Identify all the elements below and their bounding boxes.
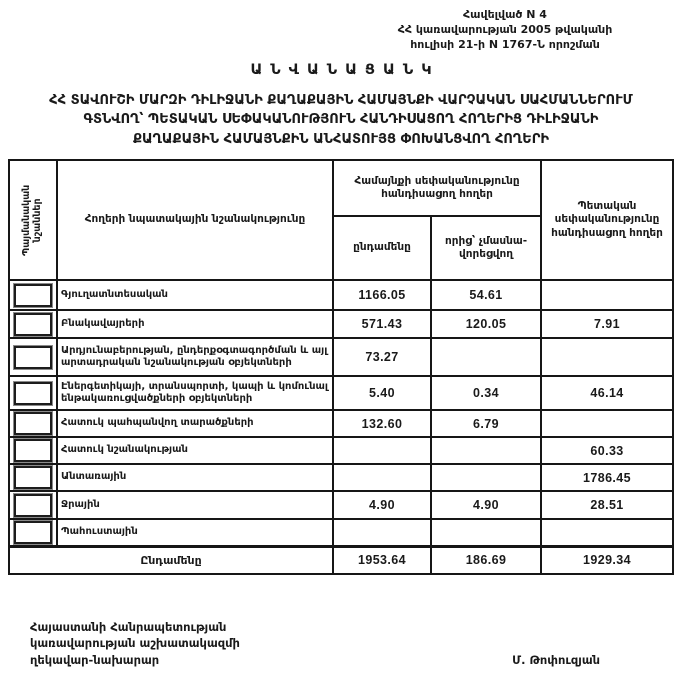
legend-symbol-cell <box>8 309 58 340</box>
land-purpose-label: Ջրային <box>56 490 334 521</box>
non-privatized-value: 120.05 <box>429 309 543 340</box>
signatory-title-line-3: ղեկավար-նախարար <box>30 652 160 667</box>
table-row: Հատուկ նշանակության 60.33 <box>8 436 675 466</box>
purpose-column-header: Հողերի նպատակային նշանակությունը <box>56 159 334 282</box>
heading-line-1: ՀՀ ՏԱՎՈՒՇԻ ՄԱՐԶԻ ԴԻԼԻՋԱՆԻ ՔԱՂԱՔԱՅԻՆ ՀԱՄԱ… <box>49 92 633 108</box>
land-purpose-label: Էներգետիկայի, տրանսպորտի, կապի և կոմունա… <box>56 375 334 412</box>
table-header-row-2: ընդամենը որից՝ չմասնա-վորեցվող <box>9 215 673 282</box>
signatory-title-line-1: Հայաստանի Հանրապետության <box>30 619 227 634</box>
community-total-value: 132.60 <box>332 409 432 439</box>
state-property-header: Պետական սեփականությունը հանդիսացող հողեր <box>540 159 675 282</box>
total-community-value: 1953.64 <box>332 545 432 575</box>
community-total-value: 1166.05 <box>332 279 432 312</box>
community-total-value <box>332 518 432 548</box>
table-row: Պահուստային <box>8 518 675 548</box>
legend-symbol-cell <box>8 337 58 378</box>
total-state-value: 1929.34 <box>540 545 675 575</box>
community-total-value <box>332 463 432 493</box>
page-title: ԱՆՎԱՆԱՑԱՆԿ <box>250 61 440 78</box>
community-total-value: 571.43 <box>332 309 432 340</box>
table-header-row-1: Պայմանական նշաններ Հողերի նպատակային նշա… <box>8 159 675 282</box>
land-purpose-label: Բնակավայրերի <box>56 309 334 340</box>
non-privatized-value <box>429 518 543 548</box>
signatory-title: Հայաստանի Հանրապետության կառավարության ա… <box>30 619 240 669</box>
symbols-column-label: Պայմանական նշաններ <box>21 184 44 256</box>
total-label: Ընդամենը <box>8 545 334 575</box>
state-property-value <box>540 279 675 312</box>
community-nonprivatized-subheader: որից՝ չմասնա-վորեցվող <box>429 215 543 282</box>
annex-line-2: ՀՀ կառավարության 2005 թվականի <box>397 22 613 36</box>
table-row: Արդյունաբերության, ընդերքօգտագործման և ա… <box>8 337 675 378</box>
state-property-value <box>540 409 675 439</box>
signatory-title-line-2: կառավարության աշխատակազմի <box>30 636 240 651</box>
table-row: Հատուկ պահպանվող տարածքների 132.60 6.79 <box>8 409 675 439</box>
state-property-value: 60.33 <box>540 436 675 466</box>
total-non-privatized-value: 186.69 <box>429 545 543 575</box>
non-privatized-value: 6.79 <box>429 409 543 439</box>
land-purpose-label: Հատուկ պահպանվող տարածքների <box>56 409 334 439</box>
heading-line-3: ՔԱՂԱՔԱՅԻՆ ՀԱՄԱՅՆՔԻՆ ԱՆՀԱՏՈՒՅՑ ՓՈԽԱՆՑՎՈՂ … <box>132 131 549 147</box>
signatory-name: Մ. Թոփուզյան <box>512 652 600 667</box>
non-privatized-value: 0.34 <box>429 375 543 412</box>
land-purpose-label: Հատուկ նշանակության <box>56 436 334 466</box>
community-total-value <box>332 436 432 466</box>
non-privatized-value <box>429 436 543 466</box>
community-property-header: Համայնքի սեփականությունը հանդիսացող հողե… <box>331 159 543 218</box>
annex-line-3: հուլիսի 21-ի N 1767-Ն որոշման <box>410 37 600 51</box>
legend-symbol-box <box>14 283 52 307</box>
legend-symbol-cell <box>8 436 58 466</box>
legend-symbol-box <box>14 345 52 369</box>
state-property-value: 28.51 <box>540 490 675 521</box>
table-row: Էներգետիկայի, տրանսպորտի, կապի և կոմունա… <box>8 375 675 412</box>
table-row: Ջրային 4.90 4.90 28.51 <box>8 490 675 521</box>
annex-line-1: Հավելված N 4 <box>463 8 547 21</box>
land-purpose-label: Գյուղատնտեսական <box>56 279 334 312</box>
non-privatized-value: 54.61 <box>429 279 543 312</box>
signature-block: Հայաստանի Հանրապետության կառավարության ա… <box>30 619 600 669</box>
non-privatized-value <box>429 463 543 493</box>
land-purpose-label: Արդյունաբերության, ընդերքօգտագործման և ա… <box>56 337 334 378</box>
state-property-value: 7.91 <box>540 309 675 340</box>
non-privatized-value <box>429 337 543 378</box>
non-privatized-value: 4.90 <box>429 490 543 521</box>
legend-symbol-cell <box>8 375 58 412</box>
total-row: Ընդամենը 1953.64 186.69 1929.34 <box>8 545 675 575</box>
legend-symbol-box <box>14 466 52 490</box>
state-property-value <box>540 337 675 378</box>
legend-symbol-box <box>14 439 52 463</box>
legend-symbol-box <box>14 412 52 436</box>
legend-symbol-box <box>14 381 52 405</box>
legend-symbol-cell <box>8 490 58 521</box>
community-total-subheader: ընդամենը <box>332 215 432 282</box>
legend-symbol-box <box>14 493 52 517</box>
land-purpose-label: Անտառային <box>56 463 334 493</box>
land-purpose-label: Պահուստային <box>56 518 334 548</box>
document-heading: ՀՀ ՏԱՎՈՒՇԻ ՄԱՐԶԻ ԴԻԼԻՋԱՆԻ ՔԱՂԱՔԱՅԻՆ ՀԱՄԱ… <box>0 91 682 150</box>
table-row: Գյուղատնտեսական 1166.05 54.61 <box>8 279 675 312</box>
legend-symbol-box <box>14 312 52 336</box>
table-row: Անտառային 1786.45 <box>8 463 675 493</box>
state-property-value: 46.14 <box>540 375 675 412</box>
state-property-value: 1786.45 <box>540 463 675 493</box>
legend-symbol-box <box>14 521 52 545</box>
symbols-column-header: Պայմանական նշաններ <box>8 159 58 282</box>
community-total-value: 4.90 <box>332 490 432 521</box>
heading-line-2: ԳՏՆՎՈՂ՝ ՊԵՏԱԿԱՆ ՍԵՓԱԿԱՆՈՒԹՅՈՒՆ ՀԱՆԴԻՍԱՑՈ… <box>83 112 599 128</box>
land-transfer-table: Պայմանական նշաններ Հողերի նպատակային նշա… <box>8 159 675 575</box>
state-property-value <box>540 518 675 548</box>
community-total-value: 73.27 <box>332 337 432 378</box>
annex-reference-block: Հավելված N 4 ՀՀ կառավարության 2005 թվակա… <box>340 8 670 53</box>
rotated-header-wrap: Պայմանական նշաններ <box>13 164 53 276</box>
legend-symbol-cell <box>8 409 58 439</box>
legend-symbol-cell <box>8 518 58 548</box>
table-row: Բնակավայրերի 571.43 120.05 7.91 <box>8 309 675 340</box>
community-total-value: 5.40 <box>332 375 432 412</box>
legend-symbol-cell <box>8 463 58 493</box>
legend-symbol-cell <box>8 279 58 312</box>
